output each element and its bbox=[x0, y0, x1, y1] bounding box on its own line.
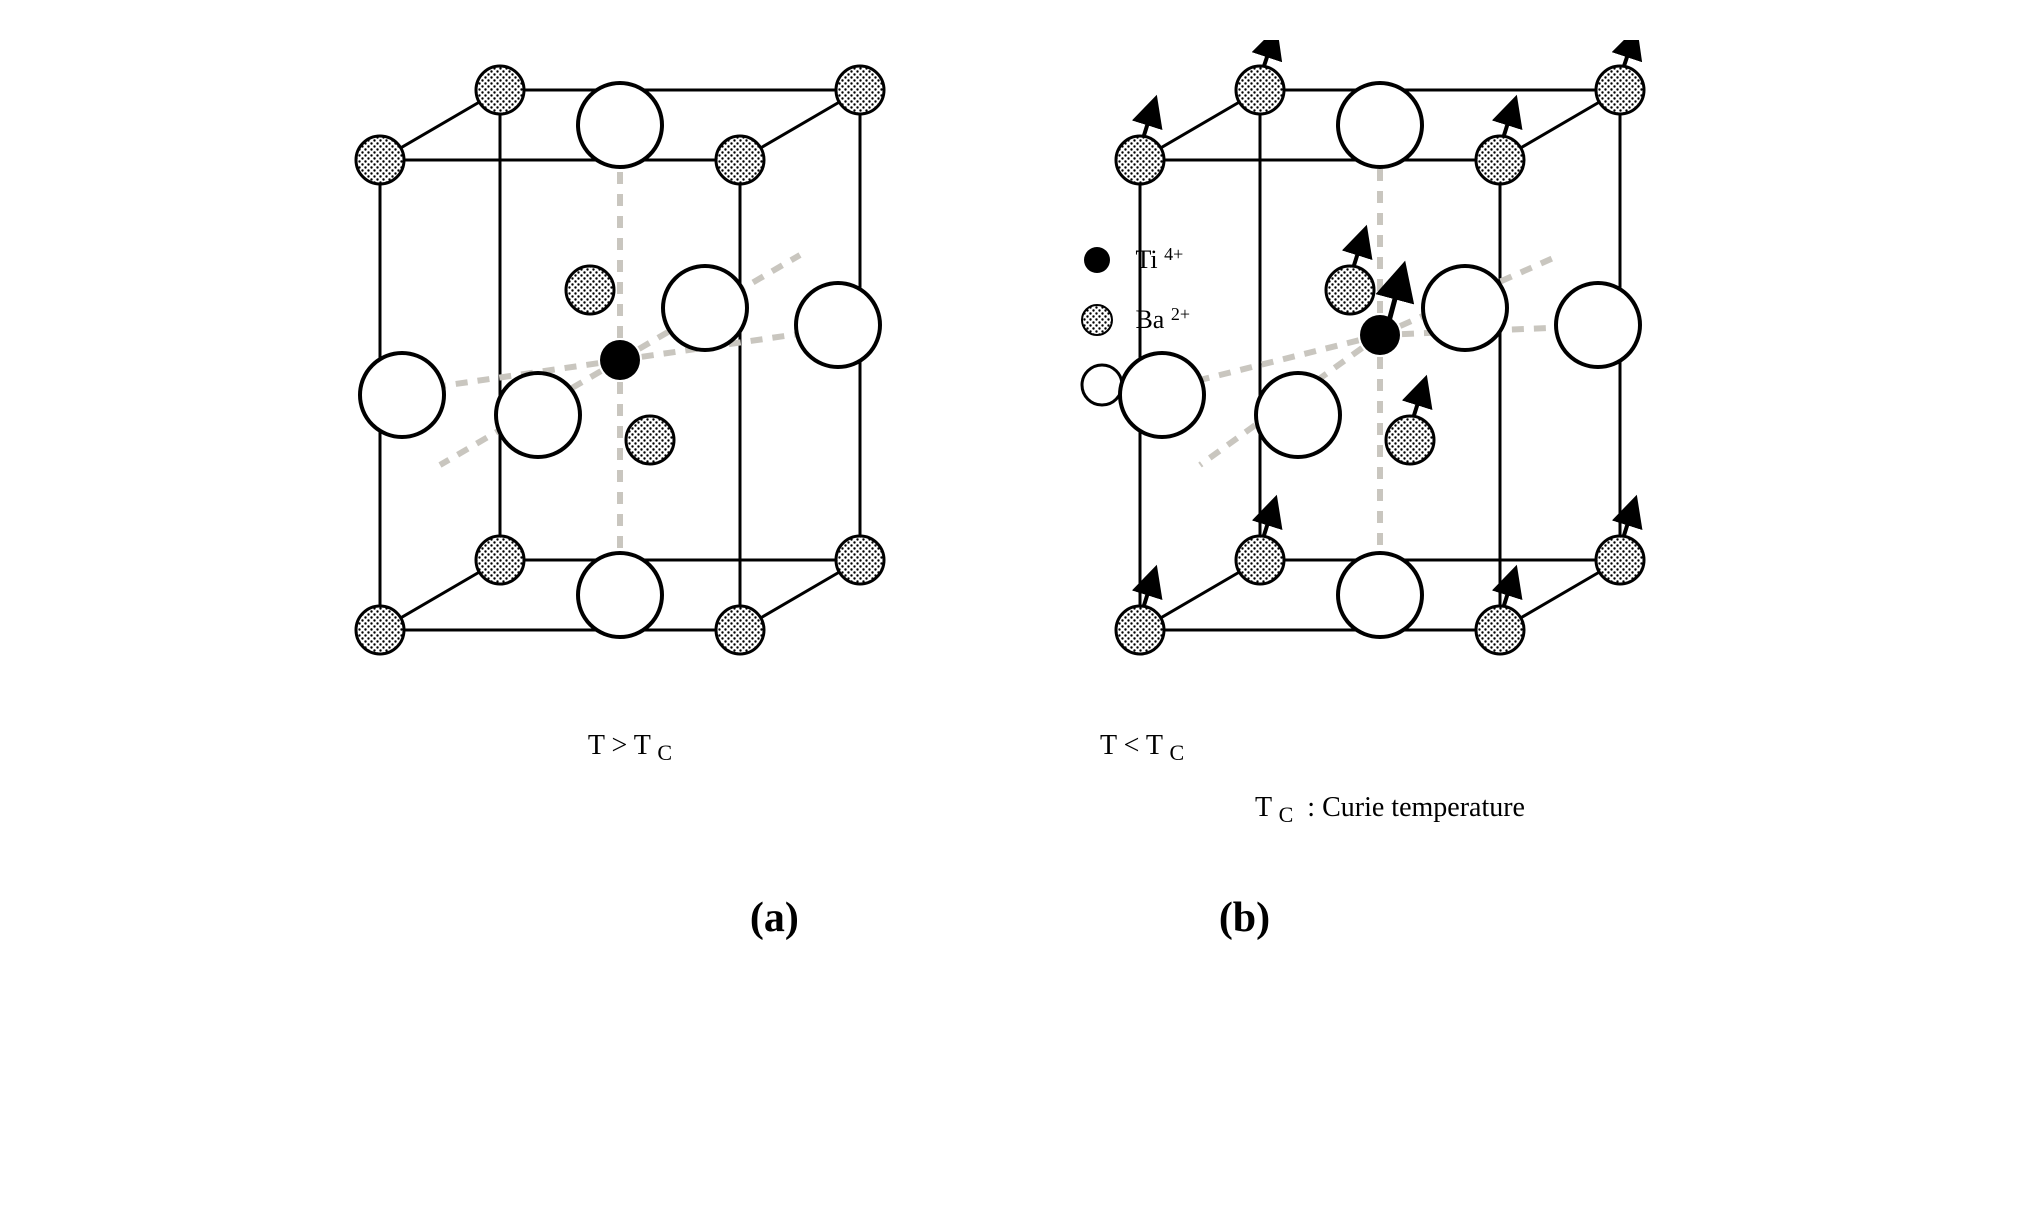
oxygen-atom bbox=[1556, 283, 1640, 367]
panel-labels-row: (a) (b) bbox=[40, 824, 1980, 942]
barium-atom bbox=[1236, 66, 1284, 114]
panel-b-condition: T < T C bbox=[1040, 730, 1740, 762]
barium-atom bbox=[476, 66, 524, 114]
oxygen-atom bbox=[1120, 353, 1204, 437]
panel-a: Ti 4+ Ba 2+ O 2- bbox=[280, 40, 980, 762]
oxygen-atom bbox=[1423, 266, 1507, 350]
oxygen-atom bbox=[496, 373, 580, 457]
oxygen-atom bbox=[663, 266, 747, 350]
figure-container: Ti 4+ Ba 2+ O 2- bbox=[40, 40, 1980, 824]
panel-a-condition: T > T C bbox=[280, 730, 980, 762]
titanium-atom bbox=[1360, 315, 1400, 355]
oxygen-atom bbox=[796, 283, 880, 367]
barium-atom bbox=[716, 136, 764, 184]
unit-cell-b bbox=[1040, 40, 1740, 720]
barium-atom bbox=[626, 416, 674, 464]
barium-atom bbox=[1236, 536, 1284, 584]
barium-atom bbox=[836, 66, 884, 114]
barium-atom bbox=[1476, 136, 1524, 184]
barium-atom bbox=[566, 266, 614, 314]
titanium-atom bbox=[600, 340, 640, 380]
unit-cell-a bbox=[280, 40, 980, 720]
curie-note: T C : Curie temperature bbox=[1040, 792, 1740, 824]
barium-atom bbox=[1326, 266, 1374, 314]
barium-atom bbox=[1116, 136, 1164, 184]
barium-atom bbox=[356, 136, 404, 184]
barium-atom bbox=[1386, 416, 1434, 464]
barium-atom bbox=[1116, 606, 1164, 654]
barium-atom bbox=[356, 606, 404, 654]
barium-atom bbox=[1476, 606, 1524, 654]
oxygen-atom bbox=[360, 353, 444, 437]
oxygen-atom bbox=[578, 553, 662, 637]
panel-b-label: (b) bbox=[1219, 894, 1270, 942]
oxygen-atom bbox=[1256, 373, 1340, 457]
panel-b: T < T C T C : Curie temperature bbox=[1040, 40, 1740, 824]
barium-atom bbox=[716, 606, 764, 654]
panel-a-label: (a) bbox=[750, 894, 799, 942]
barium-atom bbox=[476, 536, 524, 584]
barium-atom bbox=[1596, 536, 1644, 584]
barium-atom bbox=[836, 536, 884, 584]
barium-atom bbox=[1596, 66, 1644, 114]
oxygen-atom bbox=[1338, 553, 1422, 637]
oxygen-atom bbox=[578, 83, 662, 167]
oxygen-atom bbox=[1338, 83, 1422, 167]
